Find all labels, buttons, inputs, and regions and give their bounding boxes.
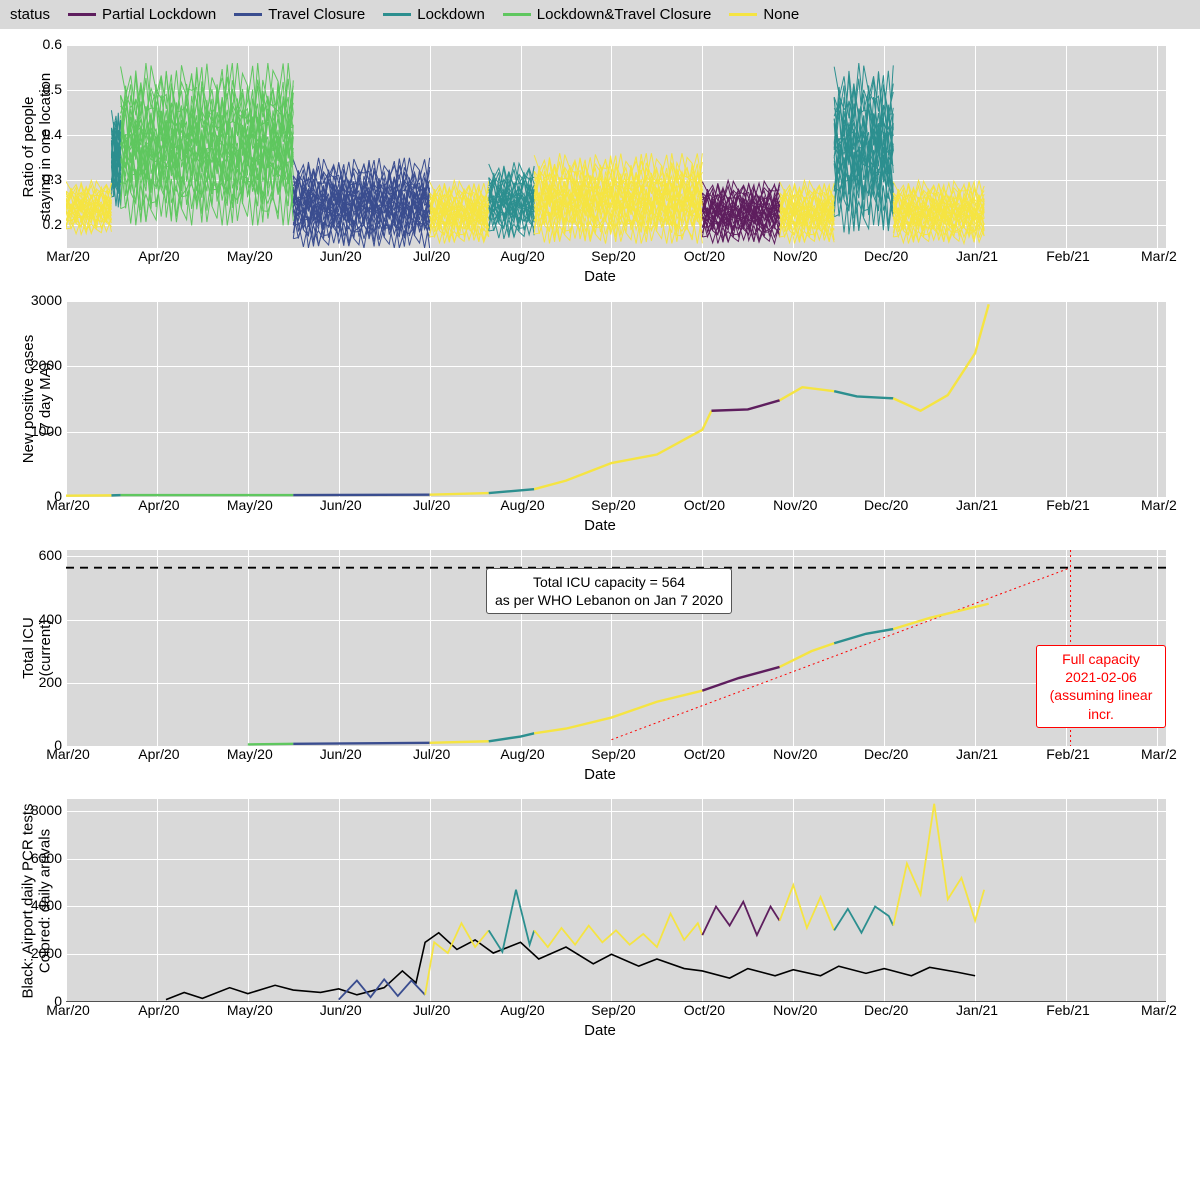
x-tick-label: Aug/20 [495,746,551,762]
x-tick-label: Nov/20 [767,248,823,264]
x-tick-label: May/20 [222,746,278,762]
legend-item: None [729,6,799,23]
y-tick-label: 2000 [12,945,62,961]
plot-area: 0.20.30.40.50.6 [66,45,1166,248]
x-tick-label: Jul/20 [404,746,460,762]
y-tick-label: 1000 [12,423,62,439]
x-tick-label: Jul/20 [404,497,460,513]
x-tick-label: Feb/21 [1040,497,1096,513]
y-tick-label: 600 [12,547,62,563]
x-tick-label: Nov/20 [767,497,823,513]
y-tick-label: 0.2 [12,216,62,232]
y-tick-label: 3000 [12,292,62,308]
x-tick-label: Sep/20 [585,497,641,513]
y-axis-label: New positive cases(7 day MA) [20,335,54,463]
x-tick-label: Apr/20 [131,746,187,762]
x-tick-label: Feb/21 [1040,1002,1096,1018]
x-tick-label: May/20 [222,248,278,264]
x-tick-label: Aug/20 [495,248,551,264]
legend-item: Travel Closure [234,6,365,23]
icu-capacity-annotation: Total ICU capacity = 564as per WHO Leban… [486,568,732,614]
plot-area: 02000400060008000 [66,799,1166,1002]
x-axis-label: Date [8,268,1192,285]
legend-swatch [729,13,757,16]
x-tick-label: Jun/20 [313,1002,369,1018]
x-tick-label: Apr/20 [131,1002,187,1018]
legend-item: Lockdown&Travel Closure [503,6,712,23]
x-axis-label: Date [8,1022,1192,1039]
x-tick-label: Dec/20 [858,1002,914,1018]
x-tick-label: Nov/20 [767,1002,823,1018]
x-tick-label: Mar/2 [1131,1002,1187,1018]
legend-title: status [10,6,50,23]
y-tick-label: 2000 [12,357,62,373]
y-tick-label: 0.3 [12,171,62,187]
legend-swatch [383,13,411,16]
full-capacity-annotation: Full capacity2021-02-06(assuming linear … [1036,645,1166,728]
x-tick-label: Jan/21 [949,1002,1005,1018]
x-tick-label: Oct/20 [676,746,732,762]
plot-area: 0100020003000 [66,301,1166,497]
x-tick-label: Feb/21 [1040,248,1096,264]
x-tick-label: Oct/20 [676,1002,732,1018]
series-svg [66,799,1166,1002]
legend-item: Partial Lockdown [68,6,216,23]
x-tick-label: Mar/2 [1131,497,1187,513]
x-axis-label: Date [8,517,1192,534]
x-tick-label: Jun/20 [313,497,369,513]
legend-swatch [68,13,96,16]
x-tick-label: Aug/20 [495,497,551,513]
y-tick-label: 4000 [12,897,62,913]
x-tick-label: May/20 [222,1002,278,1018]
x-axis-label: Date [8,766,1192,783]
legend-swatch [234,13,262,16]
x-tick-label: Dec/20 [858,497,914,513]
x-tick-label: Apr/20 [131,248,187,264]
x-tick-label: Aug/20 [495,1002,551,1018]
legend-item: Lockdown [383,6,485,23]
x-tick-label: Jun/20 [313,746,369,762]
x-tick-label: Sep/20 [585,248,641,264]
panel-ratio: Ratio of peoplestaying in one location0.… [8,45,1192,285]
y-tick-label: 0.5 [12,81,62,97]
y-tick-label: 400 [12,611,62,627]
panel-cases: New positive cases(7 day MA) 010002000300… [8,301,1192,534]
plot-area: 0200400600Total ICU capacity = 564as per… [66,550,1166,746]
y-tick-label: 0.4 [12,126,62,142]
legend-swatch [503,13,531,16]
x-tick-label: Feb/21 [1040,746,1096,762]
y-tick-label: 200 [12,674,62,690]
x-tick-label: Jun/20 [313,248,369,264]
series-svg [66,301,1166,497]
x-tick-label: Jan/21 [949,248,1005,264]
x-tick-label: Mar/20 [40,1002,96,1018]
x-tick-label: Jul/20 [404,1002,460,1018]
panel-icu: Total ICU(current)0200400600Total ICU ca… [8,550,1192,783]
x-tick-label: Mar/20 [40,497,96,513]
x-tick-label: Oct/20 [676,497,732,513]
x-tick-label: Dec/20 [858,746,914,762]
x-tick-label: Mar/20 [40,248,96,264]
legend-bar: status Partial Lockdown Travel Closure L… [0,0,1200,29]
y-tick-label: 8000 [12,802,62,818]
panel-pcr: Black: Airport daily PCR testsColored: d… [8,799,1192,1039]
x-tick-label: Mar/2 [1131,248,1187,264]
x-tick-label: Sep/20 [585,1002,641,1018]
x-tick-label: May/20 [222,497,278,513]
x-tick-label: Apr/20 [131,497,187,513]
x-tick-label: Jan/21 [949,746,1005,762]
y-tick-label: 6000 [12,850,62,866]
y-tick-label: 0.6 [12,36,62,52]
x-tick-label: Mar/2 [1131,746,1187,762]
x-tick-label: Sep/20 [585,746,641,762]
x-tick-label: Oct/20 [676,248,732,264]
x-tick-label: Mar/20 [40,746,96,762]
x-tick-label: Jan/21 [949,497,1005,513]
x-tick-label: Nov/20 [767,746,823,762]
x-tick-label: Jul/20 [404,248,460,264]
series-svg [66,45,1166,248]
x-tick-label: Dec/20 [858,248,914,264]
